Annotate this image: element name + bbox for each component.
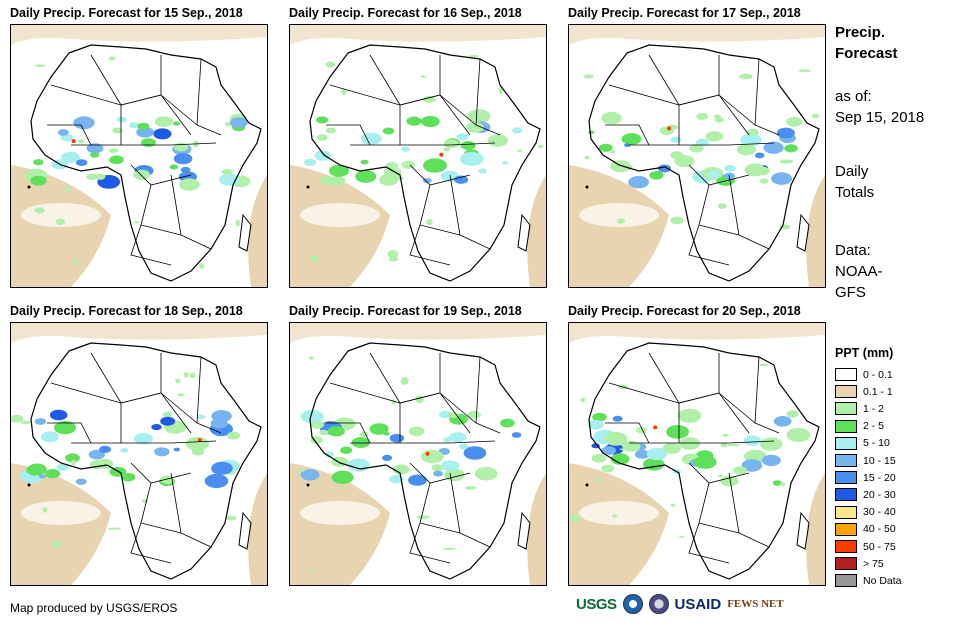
legend-item: 2 - 5 <box>835 418 884 435</box>
legend-item: 1 - 2 <box>835 400 884 417</box>
sidebar-title: Precip. Forecast <box>835 22 898 64</box>
legend-swatch <box>835 402 857 416</box>
logo-strip: USGS USAID FEWS NET <box>576 594 784 614</box>
legend-item: No Data <box>835 572 902 589</box>
asof-date: Sep 15, 2018 <box>835 109 925 126</box>
totals-block: Daily Totals <box>835 161 874 203</box>
legend-swatch <box>835 454 857 467</box>
map-panel-sep15 <box>10 24 268 288</box>
seal-logo-icon <box>648 594 669 614</box>
data-source-line2: GFS <box>835 284 866 301</box>
legend-item: 15 - 20 <box>835 469 896 486</box>
data-source-line1: NOAA- <box>835 263 883 280</box>
legend-label: 40 - 50 <box>863 523 896 536</box>
legend-label: 0.1 - 1 <box>863 385 893 398</box>
legend-swatch <box>835 436 857 450</box>
legend-label: No Data <box>863 574 902 587</box>
panel-title: Daily Precip. Forecast for 17 Sep., 2018 <box>568 6 801 20</box>
totals-line2: Totals <box>835 184 875 201</box>
legend-title: PPT (mm) <box>835 346 894 360</box>
legend-swatch <box>835 557 857 571</box>
map-panel-sep20 <box>568 322 826 586</box>
legend-item: > 75 <box>835 555 884 572</box>
asof-block: as of: Sep 15, 2018 <box>835 86 924 128</box>
legend-label: 30 - 40 <box>863 506 896 519</box>
legend-swatch <box>835 471 857 485</box>
sidebar-title-line1: Precip. <box>835 24 886 41</box>
sidebar-title-line2: Forecast <box>835 45 898 62</box>
legend-label: > 75 <box>863 557 884 570</box>
credit-text: Map produced by USGS/EROS <box>10 601 178 615</box>
panel-title: Daily Precip. Forecast for 15 Sep., 2018 <box>10 6 243 20</box>
panel-title: Daily Precip. Forecast for 19 Sep., 2018 <box>289 304 522 318</box>
fews-net-logo: FEWS NET <box>727 598 784 610</box>
legend-label: 20 - 30 <box>863 488 896 501</box>
legend-label: 0 - 0.1 <box>863 368 893 381</box>
legend-swatch <box>835 488 857 502</box>
legend-swatch <box>835 505 857 519</box>
legend-item: 10 - 15 <box>835 452 896 469</box>
map-panel-sep19 <box>289 322 547 586</box>
panel-title: Daily Precip. Forecast for 20 Sep., 2018 <box>568 304 801 318</box>
data-label: Data: <box>835 242 871 259</box>
legend-label: 50 - 75 <box>863 540 896 553</box>
legend-label: 5 - 10 <box>863 437 890 450</box>
legend-item: 0.1 - 1 <box>835 383 893 400</box>
map-panel-sep18 <box>10 322 268 586</box>
legend-label: 10 - 15 <box>863 454 896 467</box>
map-panel-sep16 <box>289 24 547 288</box>
panel-title: Daily Precip. Forecast for 18 Sep., 2018 <box>10 304 243 318</box>
legend-label: 15 - 20 <box>863 471 896 484</box>
legend-swatch <box>835 368 857 381</box>
legend-swatch <box>835 522 857 536</box>
asof-label: as of: <box>835 88 872 105</box>
usaid-logo: USAID <box>674 595 722 613</box>
noaa-logo-icon <box>622 594 643 614</box>
legend-item: 50 - 75 <box>835 538 896 555</box>
legend-item: 0 - 0.1 <box>835 366 893 383</box>
usgs-logo: USGS <box>576 595 617 613</box>
legend-swatch <box>835 574 857 588</box>
legend-label: 2 - 5 <box>863 420 885 433</box>
map-panel-sep17 <box>568 24 826 288</box>
legend-swatch <box>835 419 857 433</box>
legend-swatch <box>835 385 857 399</box>
legend-swatch <box>835 540 857 553</box>
legend-label: 1 - 2 <box>863 402 885 415</box>
data-source-block: Data: NOAA- GFS <box>835 240 883 303</box>
totals-line1: Daily <box>835 163 869 180</box>
legend-item: 30 - 40 <box>835 504 896 521</box>
legend-item: 5 - 10 <box>835 435 890 452</box>
legend-item: 40 - 50 <box>835 521 896 538</box>
panel-title: Daily Precip. Forecast for 16 Sep., 2018 <box>289 6 522 20</box>
legend-item: 20 - 30 <box>835 486 896 503</box>
